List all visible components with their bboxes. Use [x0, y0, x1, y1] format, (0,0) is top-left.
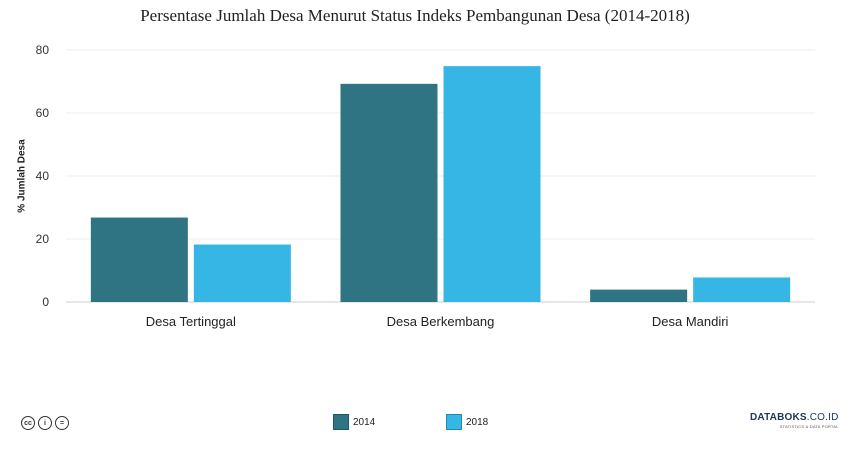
legend-item-2018[interactable]: 2018	[446, 414, 488, 430]
license-icons: cc i =	[21, 416, 69, 430]
y-tick-label: 60	[36, 106, 50, 120]
cc-icon: cc	[21, 416, 35, 430]
brand-logo[interactable]: DATABOKS.CO.ID STATISTICS & DATA PORTAL	[750, 412, 839, 429]
y-tick-label: 0	[42, 295, 49, 309]
bar-2018-desa-mandiri[interactable]	[693, 277, 791, 302]
brand-tagline: STATISTICS & DATA PORTAL	[779, 424, 839, 429]
bar-2018-desa-berkembang[interactable]	[443, 66, 541, 303]
bar-2014-desa-tertinggal[interactable]	[90, 217, 188, 302]
legend-swatch-2018	[446, 414, 462, 430]
x-tick-label: Desa Mandiri	[652, 314, 729, 329]
legend-label-2014: 2014	[353, 416, 376, 428]
y-tick-label: 40	[36, 169, 50, 183]
legend-item-2014[interactable]: 2014	[333, 414, 375, 430]
x-tick-label: Desa Berkembang	[387, 314, 495, 329]
grid-lines	[66, 49, 815, 303]
legend-label-2018: 2018	[466, 416, 489, 428]
y-tick-label: 20	[36, 232, 50, 246]
y-tick-label: 80	[36, 43, 50, 57]
legend-swatch-2014	[333, 414, 349, 430]
bar-2018-desa-tertinggal[interactable]	[193, 244, 291, 302]
by-icon: i	[38, 416, 52, 430]
bar-2014-desa-mandiri[interactable]	[590, 289, 688, 302]
nd-icon: =	[55, 416, 69, 430]
brand-name: DATABOKS.CO.ID	[750, 412, 839, 423]
x-tick-label: Desa Tertinggal	[146, 314, 236, 329]
chart-title: Persentase Jumlah Desa Menurut Status In…	[140, 6, 690, 25]
bar-2014-desa-berkembang[interactable]	[340, 83, 438, 303]
bars	[90, 66, 791, 303]
axis-ticks: 0 20 40 60 80 Desa Tertinggal Desa Berkembang D…	[36, 43, 729, 329]
y-axis-label: % Jumlah Desa	[16, 139, 28, 213]
